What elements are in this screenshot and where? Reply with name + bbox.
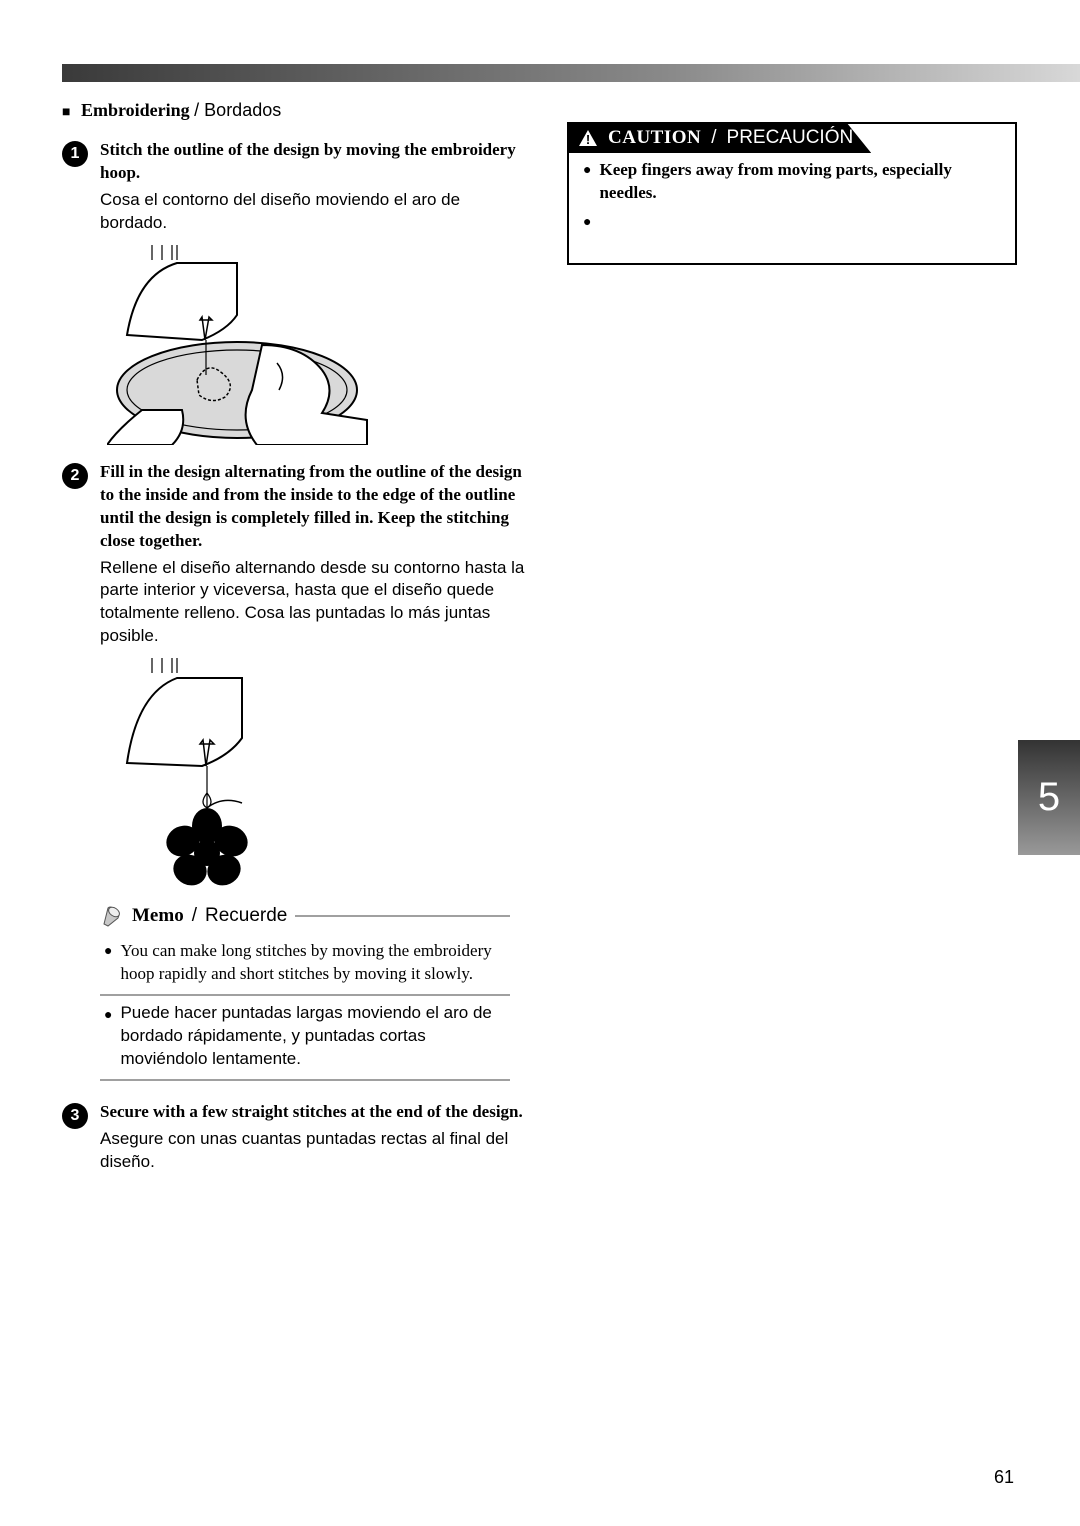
memo-title-en: Memo [132, 905, 184, 927]
caution-header: ! CAUTION / PRECAUCIÓN [568, 123, 871, 153]
step-text-en: Stitch the outline of the design by movi… [100, 139, 527, 185]
page-number: 61 [994, 1467, 1014, 1488]
step-text-en: Secure with a few straight stitches at t… [100, 1101, 527, 1124]
left-column: ■ Embroidering / Bordados 1 Stitch the o… [62, 100, 527, 1526]
square-bullet-icon: ■ [62, 105, 70, 120]
page-content: ■ Embroidering / Bordados 1 Stitch the o… [62, 100, 1018, 1526]
step-body: Fill in the design alternating from the … [100, 461, 527, 649]
header-gradient-bar [62, 64, 1080, 82]
chapter-tab: 5 [1018, 740, 1080, 855]
memo-item: ● Puede hacer puntadas largas moviendo e… [100, 996, 510, 1081]
memo-item: ● You can make long stitches by moving t… [100, 934, 510, 996]
section-header: ■ Embroidering / Bordados [62, 100, 527, 121]
step-text-es: Rellene el diseño alternando desde su co… [100, 557, 527, 649]
step-number-badge: 1 [62, 141, 88, 167]
caution-title-sep: / [711, 127, 716, 149]
memo-header: Memo / Recuerde [100, 904, 510, 928]
section-title-sep: / [194, 100, 204, 120]
bullet-icon: ● [104, 943, 112, 986]
caution-text: Keep fingers away from moving parts, esp… [599, 159, 1001, 205]
svg-text:!: ! [586, 132, 590, 147]
caution-body: ● Keep fingers away from moving parts, e… [569, 153, 1015, 263]
caution-item: ● [583, 211, 1001, 247]
memo-title-es: Recuerde [205, 905, 287, 927]
caution-title-es: PRECAUCIÓN [727, 127, 854, 149]
step-number-badge: 3 [62, 1103, 88, 1129]
step-1: 1 Stitch the outline of the design by mo… [62, 139, 527, 235]
right-column: ! CAUTION / PRECAUCIÓN ● Keep fingers away… [567, 100, 1017, 1526]
section-title-es: Bordados [204, 100, 281, 120]
caution-box: ! CAUTION / PRECAUCIÓN ● Keep fingers away… [567, 122, 1017, 265]
illustration-fill-design [107, 658, 372, 888]
step-3: 3 Secure with a few straight stitches at… [62, 1101, 527, 1174]
memo-header-line [295, 915, 510, 917]
bullet-icon: ● [583, 214, 591, 247]
bullet-icon: ● [104, 1005, 112, 1071]
step-text-en: Fill in the design alternating from the … [100, 461, 527, 553]
step-text-es: Asegure con unas cuantas puntadas rectas… [100, 1128, 527, 1174]
step-body: Secure with a few straight stitches at t… [100, 1101, 527, 1174]
step-2: 2 Fill in the design alternating from th… [62, 461, 527, 649]
step-number-badge: 2 [62, 463, 88, 489]
caution-title-en: CAUTION [608, 127, 701, 149]
memo-box: Memo / Recuerde ● You can make long stitch… [100, 904, 510, 1081]
memo-text: Puede hacer puntadas largas moviendo el … [120, 1002, 506, 1071]
memo-text: You can make long stitches by moving the… [120, 940, 506, 986]
illustration-stitch-outline [107, 245, 372, 445]
bullet-icon: ● [583, 162, 591, 205]
memo-title-sep: / [192, 905, 197, 927]
step-text-es: Cosa el contorno del diseño moviendo el … [100, 189, 527, 235]
memo-icon [100, 904, 124, 928]
section-title-en: Embroidering [81, 100, 190, 120]
warning-icon: ! [578, 129, 598, 147]
step-body: Stitch the outline of the design by movi… [100, 139, 527, 235]
chapter-number: 5 [1038, 775, 1060, 820]
caution-item: ● Keep fingers away from moving parts, e… [583, 159, 1001, 205]
